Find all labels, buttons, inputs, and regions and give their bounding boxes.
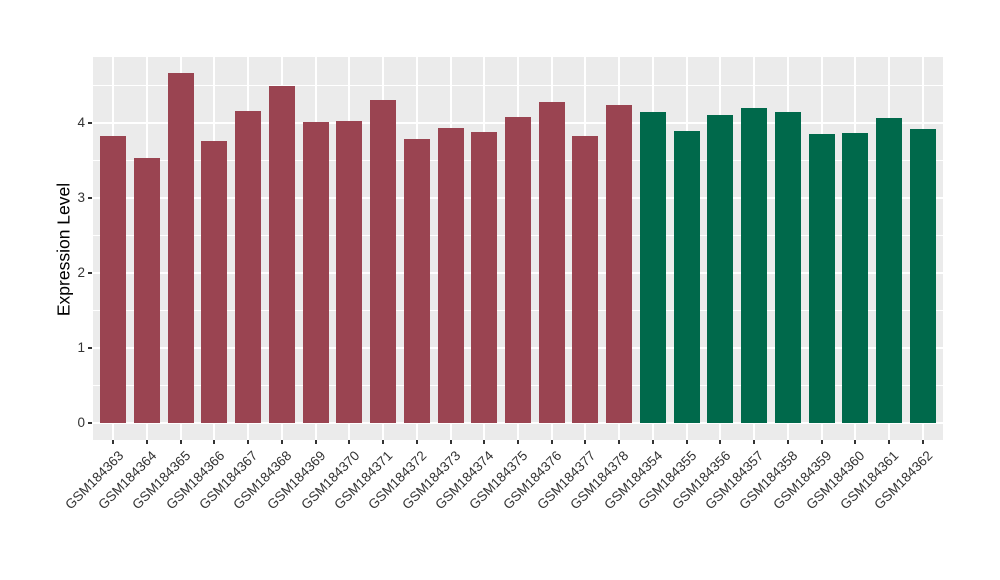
bar bbox=[538, 102, 565, 423]
y-tick-label: 0 bbox=[77, 415, 85, 430]
x-tick-mark bbox=[550, 440, 553, 444]
x-tick-mark bbox=[651, 440, 654, 444]
x-tick-mark bbox=[685, 440, 688, 444]
bar bbox=[201, 141, 228, 423]
x-tick-mark bbox=[921, 440, 924, 444]
x-tick-mark bbox=[854, 440, 857, 444]
bar bbox=[572, 135, 599, 423]
y-tick-label: 2 bbox=[77, 265, 85, 280]
bar bbox=[471, 132, 498, 423]
x-tick-mark bbox=[247, 440, 250, 444]
plot-panel bbox=[93, 57, 943, 440]
bar bbox=[808, 134, 835, 423]
bar bbox=[842, 132, 869, 423]
x-tick-mark bbox=[179, 440, 182, 444]
x-tick-mark bbox=[820, 440, 823, 444]
x-tick-mark bbox=[753, 440, 756, 444]
x-tick-mark bbox=[415, 440, 418, 444]
bar bbox=[909, 129, 936, 423]
bar bbox=[741, 108, 768, 423]
bar bbox=[505, 117, 531, 423]
x-tick-mark bbox=[449, 440, 452, 444]
x-tick-mark bbox=[719, 440, 722, 444]
x-tick-mark bbox=[584, 440, 587, 444]
y-tick-mark bbox=[88, 347, 92, 349]
x-tick-mark bbox=[348, 440, 351, 444]
bar bbox=[100, 135, 127, 423]
bar bbox=[302, 121, 329, 423]
bar bbox=[875, 117, 902, 423]
x-tick-mark bbox=[382, 440, 385, 444]
x-tick-mark bbox=[887, 440, 890, 444]
x-tick-mark bbox=[146, 440, 149, 444]
x-tick-mark bbox=[618, 440, 621, 444]
x-tick-mark bbox=[280, 440, 283, 444]
bar bbox=[639, 111, 666, 423]
bar bbox=[268, 85, 295, 423]
x-tick-mark bbox=[517, 440, 519, 444]
y-tick-label: 3 bbox=[77, 190, 85, 205]
y-tick-mark bbox=[88, 122, 92, 124]
x-tick-mark bbox=[112, 440, 115, 444]
y-tick-mark bbox=[88, 197, 92, 199]
gridline-minor-horizontal bbox=[93, 85, 943, 86]
x-tick-mark bbox=[483, 440, 486, 444]
bar bbox=[707, 114, 734, 423]
bar bbox=[370, 99, 397, 423]
x-tick-mark bbox=[213, 440, 216, 444]
y-tick-label: 1 bbox=[77, 340, 85, 355]
bar bbox=[336, 120, 363, 423]
bar bbox=[774, 111, 801, 423]
bar bbox=[235, 111, 262, 423]
bar bbox=[403, 138, 430, 423]
y-tick-mark bbox=[88, 422, 92, 424]
gridline-major-horizontal bbox=[93, 422, 943, 424]
x-tick-mark bbox=[314, 440, 317, 444]
y-tick-label: 4 bbox=[77, 115, 85, 130]
x-tick-mark bbox=[786, 440, 789, 444]
bar bbox=[437, 127, 464, 423]
bar bbox=[606, 105, 633, 423]
y-tick-mark bbox=[88, 272, 92, 274]
bar bbox=[134, 157, 161, 423]
bar bbox=[167, 72, 194, 423]
bar bbox=[673, 130, 700, 423]
